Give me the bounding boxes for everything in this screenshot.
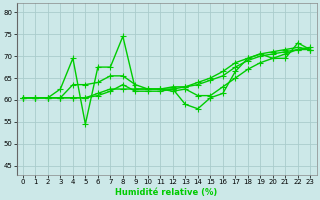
X-axis label: Humidité relative (%): Humidité relative (%) (116, 188, 218, 197)
